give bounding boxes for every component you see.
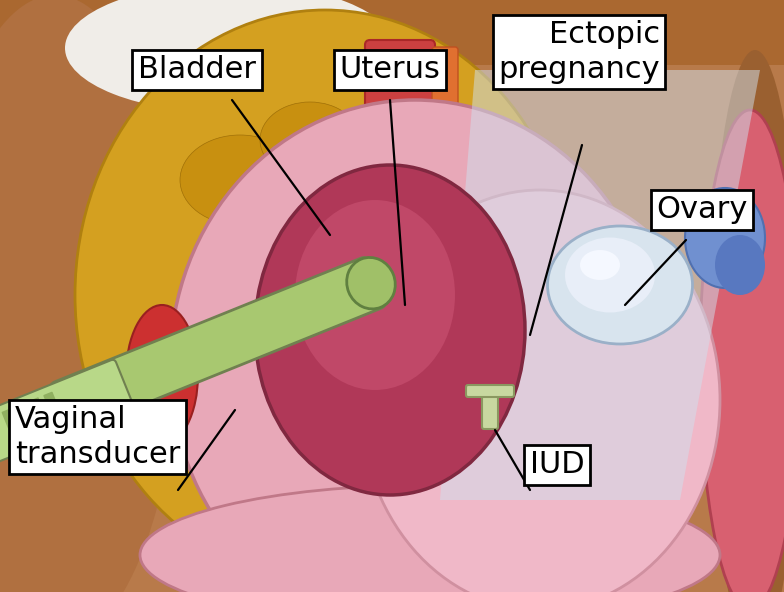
Ellipse shape	[260, 102, 360, 178]
Ellipse shape	[378, 138, 462, 202]
Ellipse shape	[547, 226, 692, 344]
Text: Vaginal
transducer: Vaginal transducer	[15, 405, 180, 469]
Text: Uterus: Uterus	[339, 55, 441, 84]
Ellipse shape	[360, 190, 720, 592]
FancyBboxPatch shape	[466, 385, 514, 397]
Ellipse shape	[700, 110, 784, 592]
Ellipse shape	[715, 235, 765, 295]
Ellipse shape	[75, 10, 575, 580]
Ellipse shape	[685, 188, 765, 288]
FancyBboxPatch shape	[432, 47, 458, 173]
Bar	[0, 0, 784, 65]
Ellipse shape	[710, 50, 784, 592]
Ellipse shape	[312, 162, 408, 238]
Ellipse shape	[198, 260, 302, 340]
FancyBboxPatch shape	[16, 403, 38, 442]
Ellipse shape	[347, 258, 395, 309]
Ellipse shape	[140, 485, 720, 592]
Ellipse shape	[126, 305, 198, 445]
Ellipse shape	[180, 135, 300, 225]
Ellipse shape	[295, 200, 455, 390]
Ellipse shape	[272, 234, 368, 306]
Text: IUD: IUD	[530, 450, 585, 479]
Ellipse shape	[580, 250, 620, 280]
Ellipse shape	[565, 237, 655, 313]
FancyBboxPatch shape	[482, 385, 498, 429]
FancyBboxPatch shape	[2, 408, 24, 447]
Ellipse shape	[255, 165, 525, 495]
Text: Ectopic
pregnancy: Ectopic pregnancy	[499, 20, 660, 83]
FancyBboxPatch shape	[0, 360, 133, 461]
Ellipse shape	[0, 0, 180, 592]
FancyBboxPatch shape	[43, 392, 67, 430]
Ellipse shape	[170, 100, 660, 592]
FancyBboxPatch shape	[51, 258, 385, 433]
FancyBboxPatch shape	[365, 40, 435, 210]
Ellipse shape	[235, 198, 345, 282]
Ellipse shape	[335, 120, 425, 190]
Polygon shape	[440, 70, 760, 500]
Ellipse shape	[65, 0, 395, 113]
FancyBboxPatch shape	[30, 397, 53, 436]
Text: Ovary: Ovary	[657, 195, 748, 224]
Text: Bladder: Bladder	[138, 55, 256, 84]
